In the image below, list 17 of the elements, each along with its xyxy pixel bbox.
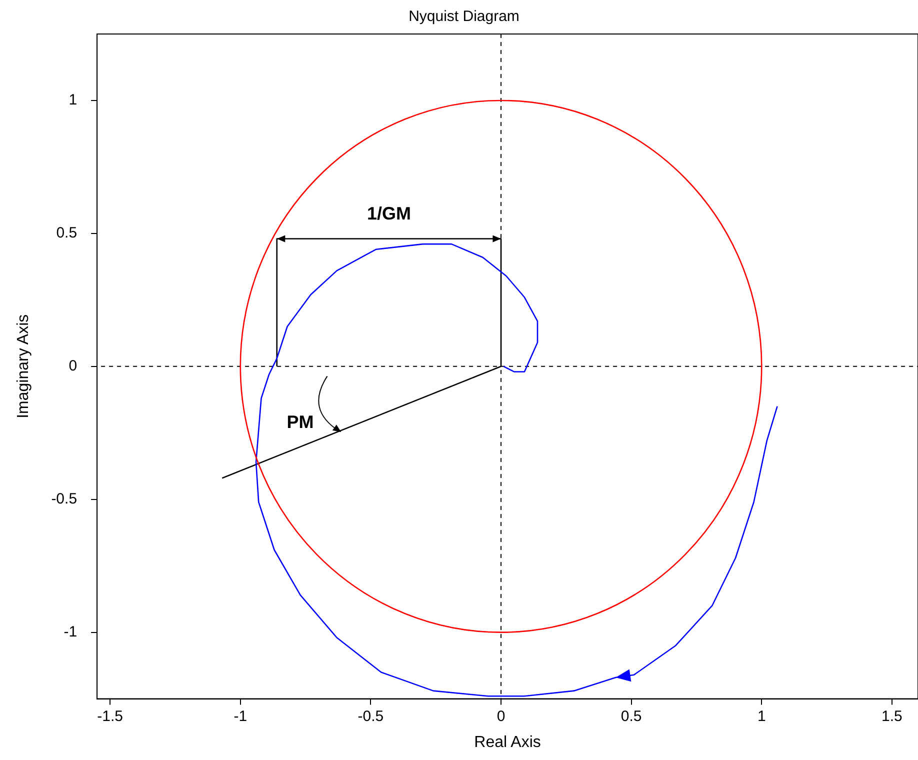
x-tick-label: 0 xyxy=(496,708,506,725)
annotation: PM xyxy=(286,412,314,432)
x-tick-label: 1.5 xyxy=(882,708,902,725)
y-tick-label: 0.5 xyxy=(56,224,78,242)
x-tick-label: 0.5 xyxy=(620,708,642,725)
x-tick-label: -1 xyxy=(234,708,248,725)
x-axis-title: Real Axis xyxy=(474,734,541,751)
x-tick-label: -1.5 xyxy=(97,708,124,725)
x-tick-label: 1 xyxy=(757,708,766,725)
x-tick-label: -0.5 xyxy=(358,708,384,725)
y-tick-label: 0 xyxy=(68,358,78,375)
chart-title: Nyquist Diagram xyxy=(408,8,520,26)
annotation: 1/GM xyxy=(366,204,411,224)
y-tick-label: -0.5 xyxy=(51,490,78,508)
y-axis-title: Imaginary Axis xyxy=(15,314,32,418)
y-tick-label: 1 xyxy=(68,92,78,109)
y-tick-label: -1 xyxy=(64,623,78,640)
